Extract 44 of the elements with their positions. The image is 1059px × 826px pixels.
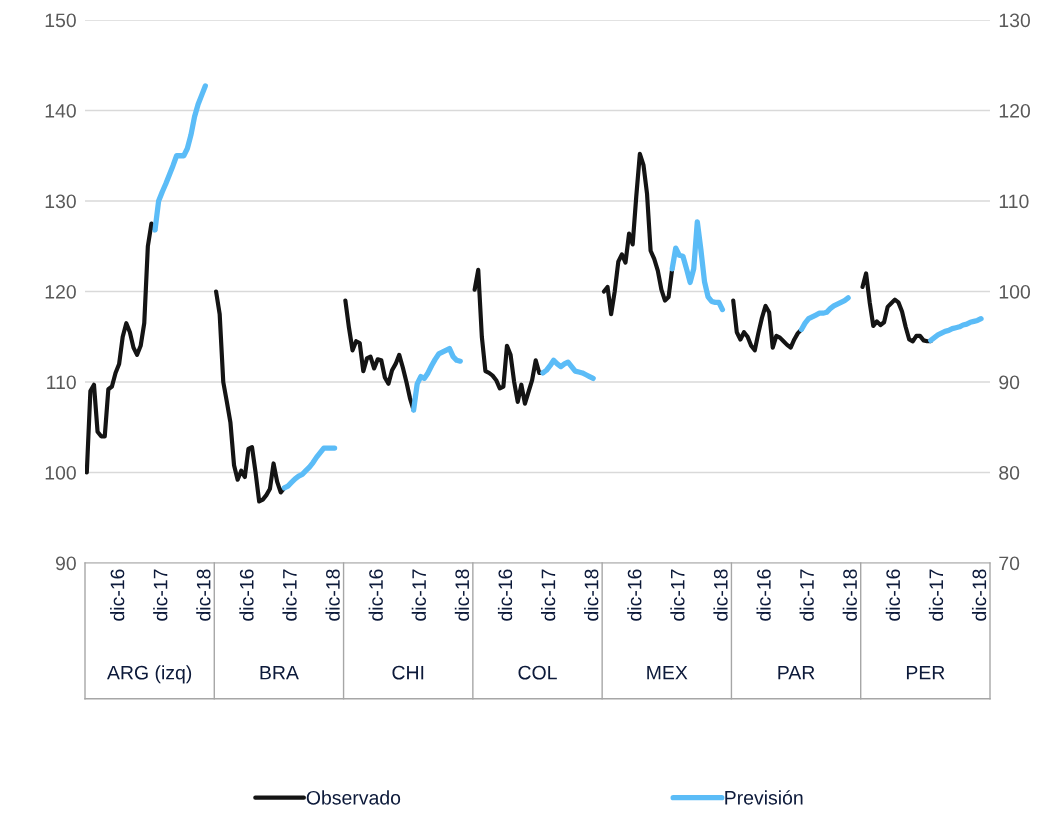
x-tick-label: dic-18 xyxy=(842,569,857,621)
x-tick-label: dic-16 xyxy=(497,569,513,621)
y2-tick-label: 100 xyxy=(999,284,1031,299)
y-tick-label: 130 xyxy=(45,194,76,209)
y2-tick-label: 90 xyxy=(999,375,1020,390)
x-tick-label: dic-17 xyxy=(541,569,556,621)
x-tick-label: dic-16 xyxy=(368,569,383,621)
text: BRA xyxy=(260,665,299,680)
legend-label: Previsión xyxy=(725,790,803,805)
legend-label: Observado xyxy=(306,790,401,805)
y2-tick-label: 80 xyxy=(999,465,1020,480)
y2-tick-label: 70 xyxy=(999,556,1020,571)
y-tick-label: 150 xyxy=(45,13,76,28)
text: CHI xyxy=(392,665,424,680)
x-tick-label: dic-17 xyxy=(411,569,426,621)
x-tick-label: dic-18 xyxy=(454,569,470,621)
x-tick-label: dic-16 xyxy=(239,569,254,621)
x-tick-label: dic-16 xyxy=(110,569,125,621)
y2-tick-label: 130 xyxy=(999,13,1031,28)
text: COL xyxy=(518,665,557,680)
y-tick-label: 110 xyxy=(47,375,76,390)
text: ARG (izq) xyxy=(107,665,192,684)
x-tick-label: dic-16 xyxy=(627,569,642,621)
x-tick-label: dic-16 xyxy=(756,569,771,621)
y2-tick-label: 120 xyxy=(999,103,1031,118)
y-tick-label: 140 xyxy=(45,103,76,118)
x-tick-label: dic-18 xyxy=(971,569,987,621)
x-tick-label: dic-17 xyxy=(799,569,814,621)
y-tick-label: 120 xyxy=(45,284,76,299)
x-tick-label: dic-18 xyxy=(584,569,599,621)
x-tick-label: dic-18 xyxy=(196,569,211,621)
y-tick-label: 90 xyxy=(55,556,76,571)
x-tick-label: dic-17 xyxy=(670,569,685,621)
x-tick-label: dic-18 xyxy=(713,569,728,621)
text: MEX xyxy=(647,665,688,680)
x-tick-label: dic-17 xyxy=(153,569,168,621)
x-tick-label: dic-16 xyxy=(885,569,901,621)
x-tick-label: dic-17 xyxy=(282,569,297,621)
y-tick-label: 100 xyxy=(45,465,76,480)
x-tick-label: dic-17 xyxy=(928,569,944,621)
text: PAR xyxy=(778,665,815,680)
text: PER xyxy=(906,665,945,680)
y2-tick-label: 110 xyxy=(999,194,1029,209)
x-tick-label: dic-18 xyxy=(325,569,340,621)
